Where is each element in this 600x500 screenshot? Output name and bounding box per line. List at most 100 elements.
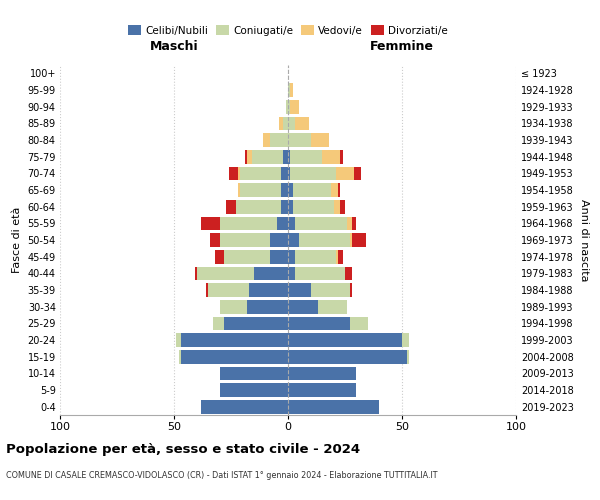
Bar bbox=[290, 166, 336, 180]
Bar bbox=[247, 300, 288, 314]
Bar bbox=[270, 133, 288, 147]
Bar bbox=[288, 233, 299, 247]
Bar bbox=[311, 283, 350, 297]
Bar bbox=[286, 100, 288, 114]
Bar bbox=[299, 233, 350, 247]
Bar bbox=[254, 266, 288, 280]
Bar bbox=[206, 283, 208, 297]
Bar bbox=[211, 233, 220, 247]
Bar bbox=[226, 200, 236, 213]
Bar bbox=[295, 116, 308, 130]
Bar bbox=[224, 250, 270, 264]
Y-axis label: Fasce di età: Fasce di età bbox=[12, 207, 22, 273]
Bar bbox=[220, 383, 288, 397]
Bar bbox=[288, 316, 350, 330]
Bar bbox=[202, 400, 288, 413]
Y-axis label: Anni di nascita: Anni di nascita bbox=[579, 198, 589, 281]
Bar bbox=[290, 150, 322, 164]
Bar bbox=[279, 116, 283, 130]
Bar bbox=[251, 150, 283, 164]
Bar bbox=[281, 200, 288, 213]
Bar bbox=[240, 183, 281, 197]
Bar bbox=[288, 250, 295, 264]
Legend: Celibi/Nubili, Coniugati/e, Vedovi/e, Divorziati/e: Celibi/Nubili, Coniugati/e, Vedovi/e, Di… bbox=[124, 21, 452, 40]
Bar bbox=[295, 250, 336, 264]
Bar bbox=[354, 166, 361, 180]
Bar bbox=[340, 200, 345, 213]
Bar bbox=[352, 216, 356, 230]
Bar bbox=[288, 266, 295, 280]
Bar bbox=[407, 350, 409, 364]
Bar bbox=[288, 100, 290, 114]
Bar bbox=[213, 316, 224, 330]
Bar bbox=[197, 266, 254, 280]
Bar bbox=[293, 183, 331, 197]
Bar bbox=[338, 183, 340, 197]
Bar bbox=[345, 266, 352, 280]
Bar bbox=[350, 283, 352, 297]
Bar bbox=[350, 316, 368, 330]
Bar bbox=[350, 233, 352, 247]
Bar bbox=[283, 150, 288, 164]
Bar bbox=[224, 316, 288, 330]
Bar bbox=[322, 150, 340, 164]
Bar bbox=[288, 333, 402, 347]
Bar bbox=[336, 166, 354, 180]
Bar bbox=[317, 300, 347, 314]
Bar bbox=[194, 266, 197, 280]
Bar bbox=[295, 216, 347, 230]
Bar bbox=[220, 366, 288, 380]
Bar bbox=[288, 350, 407, 364]
Bar bbox=[288, 116, 295, 130]
Bar bbox=[181, 333, 288, 347]
Bar bbox=[340, 150, 343, 164]
Bar bbox=[288, 383, 356, 397]
Bar bbox=[288, 283, 311, 297]
Bar bbox=[288, 216, 295, 230]
Bar bbox=[249, 283, 288, 297]
Bar bbox=[288, 400, 379, 413]
Bar bbox=[179, 350, 181, 364]
Bar bbox=[293, 200, 334, 213]
Bar bbox=[283, 116, 288, 130]
Bar bbox=[208, 283, 249, 297]
Text: Femmine: Femmine bbox=[370, 40, 434, 54]
Bar bbox=[331, 183, 338, 197]
Bar bbox=[220, 233, 270, 247]
Bar bbox=[288, 133, 311, 147]
Bar bbox=[334, 200, 340, 213]
Bar bbox=[281, 183, 288, 197]
Bar bbox=[238, 166, 240, 180]
Bar bbox=[236, 200, 281, 213]
Bar bbox=[288, 300, 317, 314]
Bar bbox=[288, 183, 293, 197]
Bar bbox=[288, 166, 290, 180]
Bar bbox=[215, 250, 224, 264]
Bar bbox=[220, 216, 277, 230]
Bar bbox=[336, 250, 338, 264]
Bar bbox=[176, 333, 181, 347]
Bar bbox=[288, 83, 290, 97]
Bar bbox=[277, 216, 288, 230]
Bar bbox=[229, 166, 238, 180]
Bar bbox=[202, 216, 220, 230]
Text: Popolazione per età, sesso e stato civile - 2024: Popolazione per età, sesso e stato civil… bbox=[6, 442, 360, 456]
Bar bbox=[290, 83, 293, 97]
Bar bbox=[288, 150, 290, 164]
Bar bbox=[240, 166, 281, 180]
Bar bbox=[270, 233, 288, 247]
Bar bbox=[270, 250, 288, 264]
Bar bbox=[295, 266, 345, 280]
Bar bbox=[311, 133, 329, 147]
Text: Maschi: Maschi bbox=[149, 40, 199, 54]
Bar bbox=[402, 333, 409, 347]
Bar bbox=[245, 150, 247, 164]
Bar bbox=[288, 366, 356, 380]
Bar bbox=[238, 183, 240, 197]
Bar bbox=[288, 200, 293, 213]
Bar bbox=[181, 350, 288, 364]
Bar bbox=[247, 150, 251, 164]
Bar bbox=[220, 300, 247, 314]
Text: COMUNE DI CASALE CREMASCO-VIDOLASCO (CR) - Dati ISTAT 1° gennaio 2024 - Elaboraz: COMUNE DI CASALE CREMASCO-VIDOLASCO (CR)… bbox=[6, 471, 437, 480]
Bar bbox=[281, 166, 288, 180]
